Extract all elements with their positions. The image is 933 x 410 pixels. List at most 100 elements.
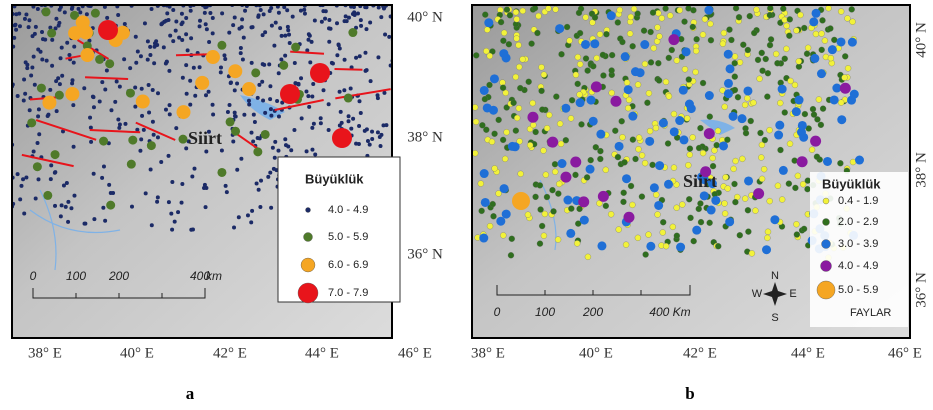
- epicenter: [36, 177, 40, 181]
- epicenter: [149, 167, 153, 171]
- epicenter: [116, 13, 120, 17]
- epicenter: [368, 143, 372, 147]
- longitude-label: 46° E: [398, 345, 432, 361]
- epicenter: [308, 60, 312, 64]
- epicenter: [849, 6, 855, 12]
- epicenter: [685, 100, 694, 109]
- epicenter: [310, 126, 314, 130]
- epicenter: [156, 195, 160, 199]
- epicenter: [609, 90, 615, 96]
- legend-label: 6.0 - 6.9: [328, 259, 368, 271]
- epicenter: [694, 36, 700, 42]
- epicenter: [168, 103, 172, 107]
- epicenter: [655, 24, 661, 30]
- epicenter: [513, 74, 519, 80]
- epicenter: [162, 45, 166, 49]
- epicenter: [516, 42, 522, 48]
- epicenter: [722, 104, 728, 110]
- epicenter: [635, 235, 641, 241]
- epicenter: [269, 6, 273, 10]
- epicenter: [111, 191, 115, 195]
- epicenter: [227, 31, 231, 35]
- longitude-label: 42° E: [683, 345, 717, 361]
- fault-line: [335, 69, 363, 70]
- epicenter: [133, 105, 137, 109]
- epicenter: [628, 183, 634, 189]
- epicenter: [555, 237, 561, 243]
- epicenter: [615, 154, 621, 160]
- epicenter: [283, 34, 287, 38]
- epicenter: [621, 190, 627, 196]
- epicenter: [777, 100, 783, 106]
- epicenter: [517, 85, 523, 91]
- epicenter: [500, 38, 506, 44]
- epicenter: [724, 79, 733, 88]
- epicenter: [150, 7, 154, 11]
- epicenter: [724, 50, 733, 59]
- epicenter: [178, 135, 187, 144]
- epicenter: [767, 42, 773, 48]
- epicenter: [297, 82, 301, 86]
- epicenter: [353, 13, 357, 17]
- epicenter: [311, 82, 315, 86]
- epicenter: [532, 5, 538, 11]
- epicenter: [270, 24, 274, 28]
- epicenter: [107, 183, 111, 187]
- epicenter: [826, 5, 832, 11]
- epicenter: [268, 84, 272, 88]
- epicenter: [679, 86, 688, 95]
- epicenter: [560, 172, 571, 183]
- epicenter: [795, 96, 804, 105]
- epicenter: [812, 9, 821, 18]
- epicenter: [624, 85, 633, 94]
- epicenter: [99, 137, 108, 146]
- epicenter: [211, 31, 215, 35]
- epicenter: [722, 200, 728, 206]
- epicenter: [83, 222, 87, 226]
- epicenter: [50, 64, 54, 68]
- epicenter: [103, 87, 107, 91]
- epicenter: [636, 135, 642, 141]
- epicenter: [27, 25, 31, 29]
- epicenter: [697, 125, 703, 131]
- epicenter: [514, 16, 520, 22]
- epicenter: [838, 9, 844, 15]
- epicenter: [682, 19, 688, 25]
- epicenter: [676, 243, 685, 252]
- epicenter: [575, 54, 581, 60]
- epicenter: [629, 202, 635, 208]
- epicenter: [195, 76, 209, 90]
- epicenter: [690, 134, 696, 140]
- epicenter: [810, 54, 819, 63]
- city-label: Siirt: [188, 128, 222, 148]
- epicenter: [393, 118, 397, 122]
- epicenter: [616, 227, 622, 233]
- epicenter: [71, 103, 75, 107]
- epicenter: [192, 66, 196, 70]
- epicenter: [546, 112, 552, 118]
- epicenter: [603, 31, 609, 37]
- epicenter: [322, 88, 326, 92]
- epicenter: [660, 219, 666, 225]
- epicenter: [478, 181, 484, 187]
- epicenter: [577, 61, 583, 67]
- epicenter: [660, 229, 666, 235]
- epicenter: [487, 82, 493, 88]
- epicenter: [793, 28, 799, 34]
- epicenter: [737, 232, 743, 238]
- epicenter: [14, 23, 18, 27]
- epicenter: [539, 107, 545, 113]
- epicenter: [101, 206, 105, 210]
- epicenter: [184, 32, 188, 36]
- epicenter: [837, 160, 843, 166]
- epicenter: [490, 201, 496, 207]
- epicenter: [482, 12, 488, 18]
- epicenter: [688, 215, 694, 221]
- epicenter: [508, 252, 514, 258]
- epicenter: [533, 129, 539, 135]
- epicenter: [277, 114, 281, 118]
- epicenter: [787, 16, 793, 22]
- epicenter: [266, 175, 270, 179]
- epicenter: [48, 88, 52, 92]
- epicenter: [247, 103, 251, 107]
